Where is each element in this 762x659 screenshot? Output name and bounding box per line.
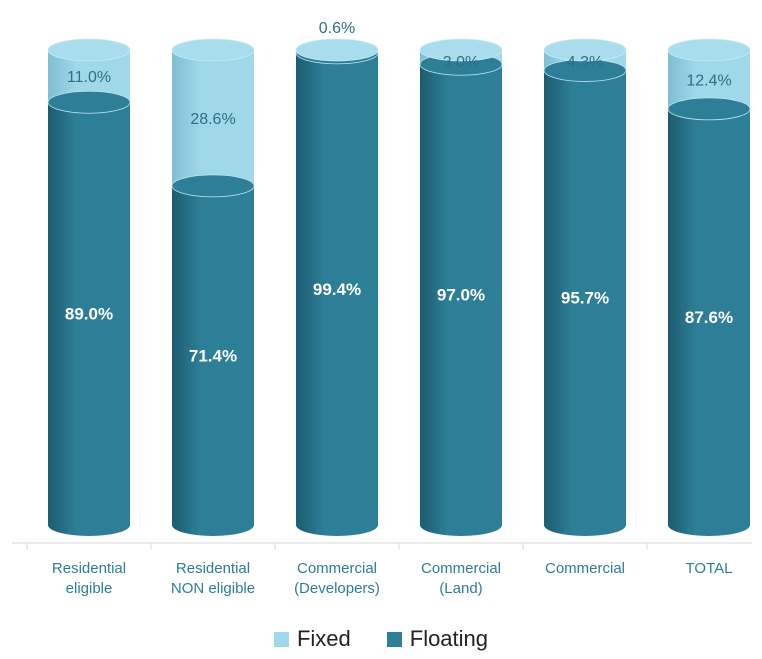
category-label-commercial: Commercial [526, 559, 644, 579]
data-label-floating-residential-eligible: 89.0% [65, 305, 113, 324]
bar-floating-commercial-land [420, 64, 502, 536]
bar-floating-commercial-developers [296, 52, 378, 536]
category-label-commercial-land: Commercial (Land) [402, 559, 520, 599]
category-label-line: TOTAL [685, 560, 733, 577]
bar-floating-residential-non-eligible [172, 185, 254, 536]
data-label-fixed-residential-non-eligible: 28.6% [190, 111, 235, 128]
data-label-floating-commercial-developers: 99.4% [313, 280, 361, 299]
data-label-fixed-commercial-developers: 0.6% [319, 20, 355, 37]
legend-swatch-floating [386, 631, 402, 647]
bar-boundary-residential-non-eligible [171, 174, 255, 198]
data-label-fixed-residential-eligible: 11.0% [67, 69, 111, 86]
data-label-fixed-total: 12.4% [686, 72, 731, 89]
legend-item-floating: Floating [386, 626, 489, 652]
bar-top-cap-commercial [543, 38, 627, 62]
bar-floating-residential-eligible [48, 102, 130, 536]
legend-label-fixed: Fixed [296, 626, 351, 651]
bar-top-cap-commercial-land [419, 38, 503, 62]
category-label-line: NON eligible [170, 580, 256, 597]
category-label-line: eligible [65, 580, 113, 597]
data-label-floating-commercial-land: 97.0% [437, 286, 485, 305]
data-label-fixed-commercial-land: 3.0% [443, 54, 479, 71]
category-label-residential-non-eligible: Residential NON eligible [154, 559, 272, 599]
legend-item-fixed: Fixed [273, 626, 351, 652]
category-label-line: Commercial [544, 560, 625, 577]
legend-swatch-fixed [273, 631, 289, 647]
category-label-line: Residential [51, 560, 127, 577]
bar-fixed-residential-non-eligible [172, 50, 254, 197]
legend: Fixed Floating [0, 626, 762, 652]
bar-top-cap-total [667, 38, 751, 62]
bar-boundary-total [667, 97, 751, 121]
bar-floating-commercial [544, 70, 626, 537]
legend-label-floating: Floating [409, 626, 489, 651]
category-label-residential-eligible: Residential eligible [30, 559, 148, 599]
bar-floating-total [668, 108, 750, 537]
category-label-line: (Land) [439, 580, 483, 597]
bar-boundary-residential-eligible [47, 90, 131, 114]
bar-top-cap-commercial-developers [295, 38, 379, 62]
category-label-line: Commercial [296, 560, 377, 577]
category-label-line: (Developers) [294, 580, 380, 597]
category-label-line: Residential [175, 560, 251, 577]
data-label-floating-total: 87.6% [685, 308, 733, 327]
category-label-line: Commercial [420, 560, 501, 577]
data-label-floating-commercial: 95.7% [561, 289, 609, 308]
data-label-fixed-commercial: 4.3% [567, 54, 603, 71]
bar-top-cap-residential-non-eligible [171, 38, 255, 62]
category-label-commercial-developers: Commercial (Developers) [278, 559, 396, 599]
category-label-total: TOTAL [650, 559, 762, 579]
bar-top-cap-residential-eligible [47, 38, 131, 62]
data-label-floating-residential-non-eligible: 71.4% [189, 346, 237, 365]
